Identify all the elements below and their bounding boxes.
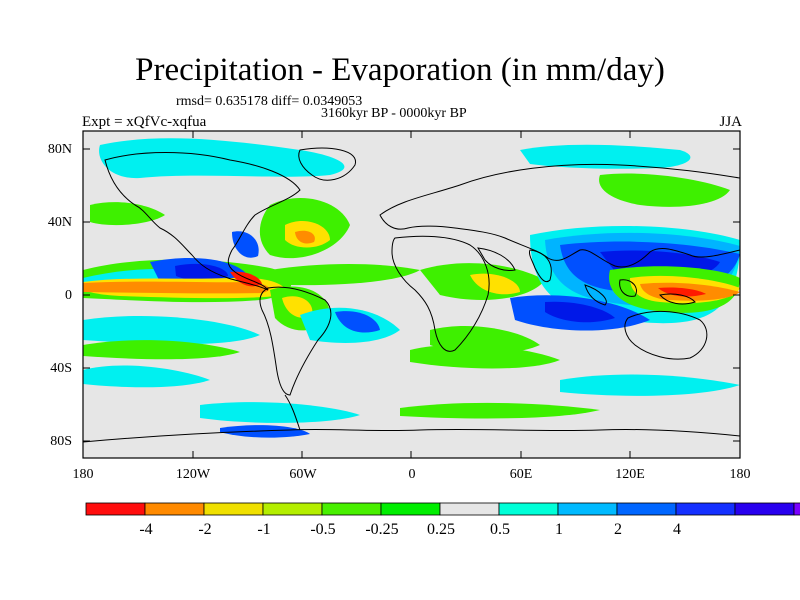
axis-ticks: [83, 131, 740, 458]
coast-borneo: [619, 279, 637, 297]
colorbar-swatch-0: [85, 502, 146, 516]
time-period: 3160kyr BP - 0000kyr BP: [321, 106, 467, 121]
colorbar-swatch-7: [498, 502, 559, 516]
lon-label-0: 0: [408, 467, 416, 482]
contour-safrica-blue: [335, 311, 380, 333]
colorbar: [85, 502, 800, 516]
contour-antarctic-blue: [220, 425, 310, 438]
contour-panama-orange: [83, 281, 270, 294]
colorbar-swatch-8: [557, 502, 618, 516]
coast-new-guinea: [659, 293, 696, 305]
coast-antarctic-peninsula: [284, 394, 301, 431]
lon-label-60w: 60W: [289, 467, 317, 482]
contour-arctic-cyan-2: [520, 144, 691, 169]
colorbar-swatch-6: [439, 502, 500, 516]
lon-label-180w: 180: [72, 467, 94, 482]
colorbar-label-1: 1: [555, 521, 563, 538]
contour-panama-red: [230, 271, 262, 287]
lon-label-60e: 60E: [509, 467, 533, 482]
colorbar-label-neg4: -4: [139, 521, 153, 538]
experiment-label: Expt = xQfVc-xqfua: [82, 114, 207, 130]
coast-north-america: [104, 152, 301, 291]
coast-australia: [624, 310, 708, 360]
colorbar-label-4: 4: [673, 521, 681, 538]
colorbar-label-neg025: -0.25: [365, 521, 399, 538]
contour-trop-atl-green: [270, 264, 420, 286]
coast-antarctica: [83, 428, 740, 458]
contour-s-pac-cyan-2: [83, 365, 210, 388]
colorbar-label-025: 0.25: [427, 521, 455, 538]
colorbar-label-05: 0.5: [490, 521, 510, 538]
colorbar-swatch-2: [203, 502, 264, 516]
colorbar-label-2: 2: [614, 521, 622, 538]
lat-label-80n: 80N: [47, 142, 72, 157]
contour-africa-yellow: [470, 273, 520, 295]
colorbar-label-neg1: -1: [257, 521, 271, 538]
contour-antarctic-green: [400, 402, 600, 419]
contour-indian-navy: [545, 301, 615, 323]
colorbar-swatch-4: [321, 502, 382, 516]
rmsd-diff-stats: rmsd= 0.635178 diff= 0.0349053: [176, 94, 363, 109]
colorbar-label-neg2: -2: [198, 521, 212, 538]
colorbar-swatch-12: [793, 502, 800, 516]
colorbar-swatch-3: [262, 502, 323, 516]
colorbar-swatch-1: [144, 502, 205, 516]
contour-gulf-blue: [232, 231, 259, 258]
contour-nw-america-green: [90, 202, 165, 226]
lat-label-40n: 40N: [47, 215, 72, 230]
colorbar-swatch-11: [734, 502, 795, 516]
lat-label-80s: 80S: [50, 434, 72, 449]
lat-label-0: 0: [65, 288, 72, 303]
lon-label-120w: 120W: [175, 467, 211, 482]
coast-eurasia: [379, 163, 740, 268]
contour-antarctic-cyan: [200, 402, 360, 423]
contour-s-pac-green-1: [83, 340, 240, 360]
coast-sumatra: [584, 284, 607, 306]
plot-title: Precipitation - Evaporation (in mm/day): [135, 52, 665, 88]
lon-label-180e: 180: [729, 467, 751, 482]
coastlines: [83, 147, 740, 458]
colorbar-swatch-5: [380, 502, 441, 516]
lon-label-120e: 120E: [615, 467, 645, 482]
coast-greenland: [298, 147, 356, 181]
coast-africa: [391, 235, 490, 352]
lat-label-40s: 40S: [50, 361, 72, 376]
coast-arabia: [477, 247, 516, 271]
colorbar-swatch-9: [616, 502, 677, 516]
contour-s-pac-cyan-1: [83, 315, 260, 345]
coast-india: [529, 249, 552, 283]
season-label: JJA: [719, 114, 742, 130]
contour-amazon-yellow: [282, 296, 313, 318]
contour-trop-pac-navy: [175, 263, 228, 281]
colorbar-label-neg05: -0.5: [310, 521, 336, 538]
coast-south-america: [259, 286, 332, 396]
colorbar-swatch-10: [675, 502, 736, 516]
contour-n-atlantic-orange: [295, 230, 315, 244]
contour-s-ocean-cyan: [560, 374, 740, 396]
contour-siberia-green: [599, 173, 730, 207]
